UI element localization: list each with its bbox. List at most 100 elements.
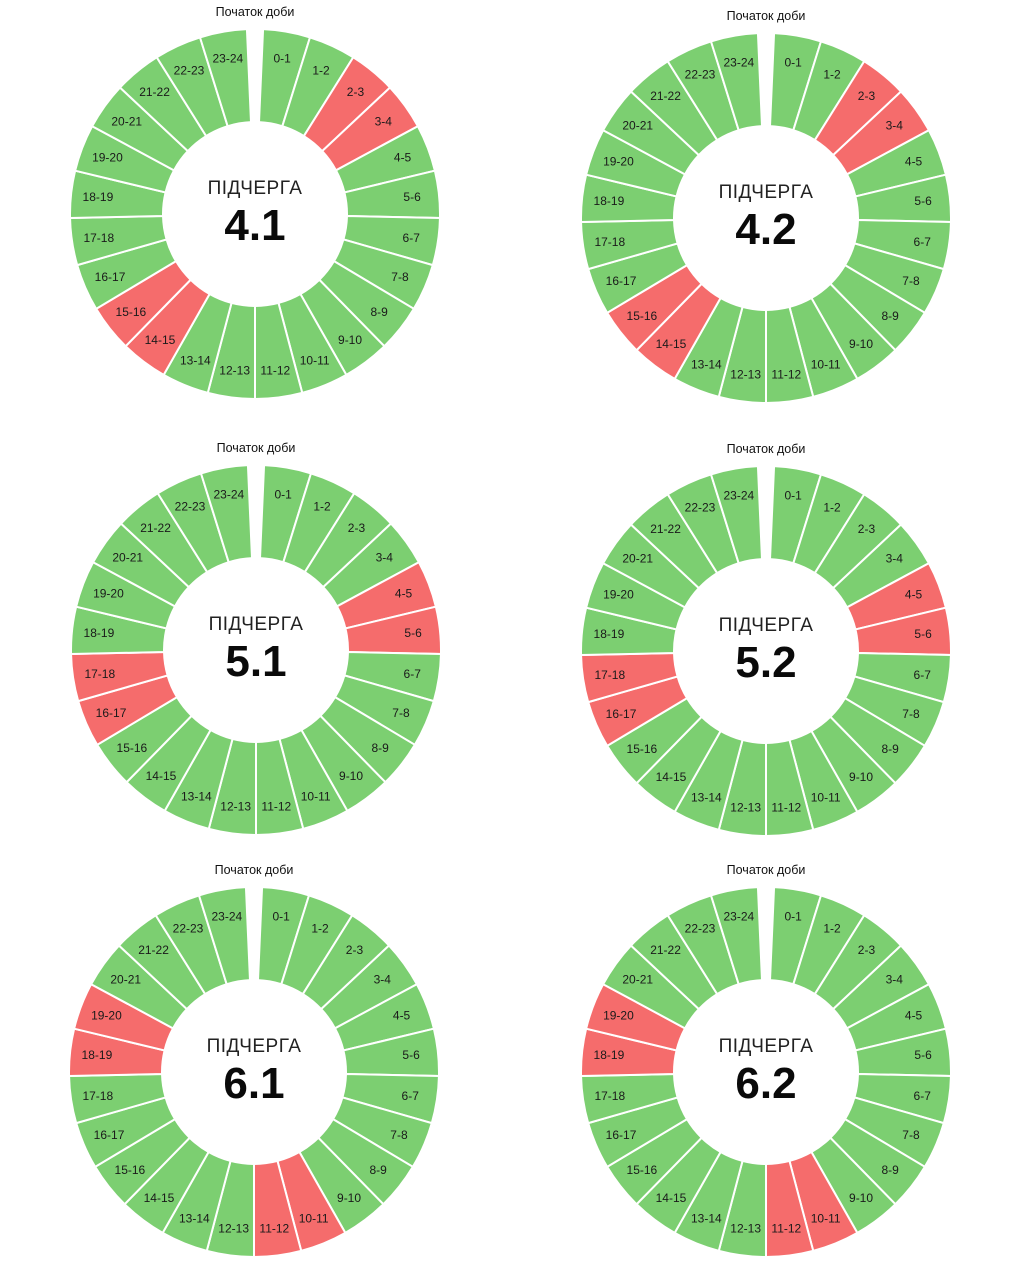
hour-label-7-8: 7-8 xyxy=(392,706,410,720)
subqueue-number: 5.1 xyxy=(225,637,286,686)
hour-label-4-5: 4-5 xyxy=(395,587,413,601)
hour-label-3-4: 3-4 xyxy=(886,119,904,133)
subqueue-number: 4.1 xyxy=(224,201,285,250)
hour-label-7-8: 7-8 xyxy=(902,1128,920,1142)
hour-label-9-10: 9-10 xyxy=(849,337,873,351)
hour-label-9-10: 9-10 xyxy=(337,1191,361,1205)
hour-label-17-18: 17-18 xyxy=(594,235,625,249)
hour-label-6-7: 6-7 xyxy=(403,231,421,245)
hour-label-3-4: 3-4 xyxy=(375,115,393,129)
hour-label-0-1: 0-1 xyxy=(272,909,290,923)
hour-label-10-11: 10-11 xyxy=(301,789,331,803)
hour-label-6-7: 6-7 xyxy=(402,1089,420,1103)
hour-label-18-19: 18-19 xyxy=(594,627,625,641)
hour-label-19-20: 19-20 xyxy=(93,587,124,601)
hour-label-4-5: 4-5 xyxy=(393,1009,411,1023)
hour-label-11-12: 11-12 xyxy=(261,800,291,814)
day-start-label: Початок доби xyxy=(727,442,806,456)
hour-label-14-15: 14-15 xyxy=(656,770,687,784)
hour-label-16-17: 16-17 xyxy=(606,274,637,288)
hour-label-23-24: 23-24 xyxy=(211,909,242,923)
hour-label-3-4: 3-4 xyxy=(376,551,394,565)
hour-label-21-22: 21-22 xyxy=(650,522,681,536)
hour-label-1-2: 1-2 xyxy=(312,63,330,77)
subqueue-caption: ПІДЧЕРГА xyxy=(719,615,814,636)
hour-segment-23-24 xyxy=(199,464,254,564)
hour-label-1-2: 1-2 xyxy=(311,921,329,935)
hour-label-1-2: 1-2 xyxy=(313,499,331,513)
hour-label-18-19: 18-19 xyxy=(82,1048,113,1062)
hour-label-17-18: 17-18 xyxy=(83,231,114,245)
hour-label-19-20: 19-20 xyxy=(92,151,123,165)
hour-label-13-14: 13-14 xyxy=(691,790,722,804)
hour-label-14-15: 14-15 xyxy=(145,333,176,347)
hour-label-5-6: 5-6 xyxy=(403,190,421,204)
hour-label-21-22: 21-22 xyxy=(650,943,681,957)
day-start-label: Початок доби xyxy=(216,5,295,19)
hour-label-2-3: 2-3 xyxy=(858,89,876,103)
hour-label-11-12: 11-12 xyxy=(259,1222,289,1236)
hour-label-2-3: 2-3 xyxy=(858,943,876,957)
schedule-chart-6-1: 0-1 1-2 2-3 3-4 4-5 5-6 6-7 7-8 8-9 9-10 10-11 11-1… xyxy=(54,860,454,1280)
hour-label-20-21: 20-21 xyxy=(112,551,143,565)
subqueue-caption: ПІДЧЕРГА xyxy=(719,1036,814,1057)
hour-segment-23-24 xyxy=(709,886,764,986)
hour-label-21-22: 21-22 xyxy=(140,521,171,535)
hour-label-16-17: 16-17 xyxy=(606,707,637,721)
hour-label-2-3: 2-3 xyxy=(348,521,366,535)
hour-label-0-1: 0-1 xyxy=(784,55,802,69)
hour-label-6-7: 6-7 xyxy=(404,667,422,681)
subqueue-caption: ПІДЧЕРГА xyxy=(209,614,304,635)
hour-label-12-13: 12-13 xyxy=(220,800,251,814)
hour-label-4-5: 4-5 xyxy=(905,155,923,169)
schedule-chart-5-2: 0-1 1-2 2-3 3-4 4-5 5-6 6-7 7-8 8-9 9-10 10-11 11-1… xyxy=(566,439,966,859)
hour-label-6-7: 6-7 xyxy=(914,668,932,682)
hour-label-0-1: 0-1 xyxy=(784,488,802,502)
hour-label-19-20: 19-20 xyxy=(603,1009,634,1023)
hour-label-0-1: 0-1 xyxy=(784,909,802,923)
hour-label-6-7: 6-7 xyxy=(914,1089,932,1103)
hour-label-20-21: 20-21 xyxy=(622,552,653,566)
day-start-label: Початок доби xyxy=(215,863,294,877)
hour-label-11-12: 11-12 xyxy=(771,801,801,815)
hour-label-9-10: 9-10 xyxy=(849,770,873,784)
hour-label-20-21: 20-21 xyxy=(622,973,653,987)
hour-label-12-13: 12-13 xyxy=(730,1222,761,1236)
hour-label-1-2: 1-2 xyxy=(823,500,841,514)
hour-segment-23-24 xyxy=(198,28,253,128)
hour-label-21-22: 21-22 xyxy=(139,85,170,99)
hour-label-18-19: 18-19 xyxy=(83,190,114,204)
hour-label-3-4: 3-4 xyxy=(886,552,904,566)
hour-label-9-10: 9-10 xyxy=(849,1191,873,1205)
hour-label-8-9: 8-9 xyxy=(369,1163,387,1177)
hour-label-3-4: 3-4 xyxy=(374,973,392,987)
hour-label-11-12: 11-12 xyxy=(260,364,290,378)
hour-label-5-6: 5-6 xyxy=(402,1048,420,1062)
hour-label-12-13: 12-13 xyxy=(730,368,761,382)
schedule-chart-4-1: 0-1 1-2 2-3 3-4 4-5 5-6 6-7 7-8 8-9 9-10 10-11 11-1… xyxy=(55,2,455,422)
hour-label-7-8: 7-8 xyxy=(391,270,409,284)
hour-label-21-22: 21-22 xyxy=(650,89,681,103)
hour-label-5-6: 5-6 xyxy=(914,627,932,641)
hour-label-1-2: 1-2 xyxy=(823,67,841,81)
subqueue-number: 5.2 xyxy=(735,638,796,687)
subqueue-caption: ПІДЧЕРГА xyxy=(207,1036,302,1057)
hour-label-16-17: 16-17 xyxy=(95,270,126,284)
hour-segment-23-24 xyxy=(709,465,764,565)
hour-label-21-22: 21-22 xyxy=(138,943,169,957)
hour-label-10-11: 10-11 xyxy=(811,790,841,804)
hour-label-19-20: 19-20 xyxy=(603,155,634,169)
hour-label-14-15: 14-15 xyxy=(656,1191,687,1205)
hour-label-15-16: 15-16 xyxy=(115,1163,146,1177)
hour-label-19-20: 19-20 xyxy=(91,1009,122,1023)
hour-label-7-8: 7-8 xyxy=(902,274,920,288)
hour-label-10-11: 10-11 xyxy=(299,1211,329,1225)
hour-label-18-19: 18-19 xyxy=(594,1048,625,1062)
hour-label-20-21: 20-21 xyxy=(111,115,142,129)
hour-label-17-18: 17-18 xyxy=(84,667,115,681)
donut-svg: 0-1 1-2 2-3 3-4 4-5 5-6 6-7 7-8 8-9 9-10 10-11 11-1… xyxy=(580,442,952,838)
hour-label-15-16: 15-16 xyxy=(116,305,147,319)
hour-label-14-15: 14-15 xyxy=(146,769,177,783)
hour-label-2-3: 2-3 xyxy=(858,522,876,536)
hour-label-23-24: 23-24 xyxy=(723,55,754,69)
